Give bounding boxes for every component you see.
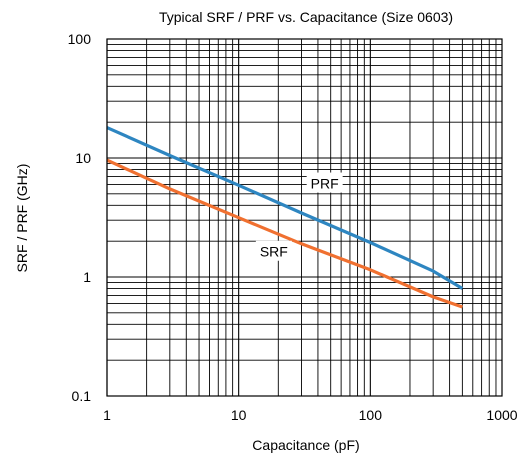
series-label-prf: PRF xyxy=(311,176,339,192)
x-axis-label: Capacitance (pF) xyxy=(252,437,359,453)
grid xyxy=(106,39,502,397)
x-tick-label: 100 xyxy=(359,407,383,423)
y-tick-label: 10 xyxy=(75,150,91,166)
plot-frame xyxy=(106,38,503,397)
x-tick-label: 10 xyxy=(231,407,247,423)
series-lines xyxy=(106,126,464,309)
x-tick-label: 1 xyxy=(103,407,111,423)
y-tick-label: 100 xyxy=(68,31,92,47)
tick-labels: 1 10 100 1000 0.1 1 10 100 xyxy=(68,31,518,423)
series-line-prf xyxy=(106,126,464,290)
series-label-srf: SRF xyxy=(260,244,288,260)
series-label-bg-prf xyxy=(306,172,343,193)
y-tick-label: 1 xyxy=(83,269,91,285)
series-label-bg-srf xyxy=(255,240,292,261)
chart-title: Typical SRF / PRF vs. Capacitance (Size … xyxy=(159,9,453,25)
series-line-srf xyxy=(106,158,463,309)
y-tick-label: 0.1 xyxy=(72,388,92,404)
x-tick-label: 1000 xyxy=(486,407,517,423)
y-axis-label: SRF / PRF (GHz) xyxy=(14,164,30,273)
